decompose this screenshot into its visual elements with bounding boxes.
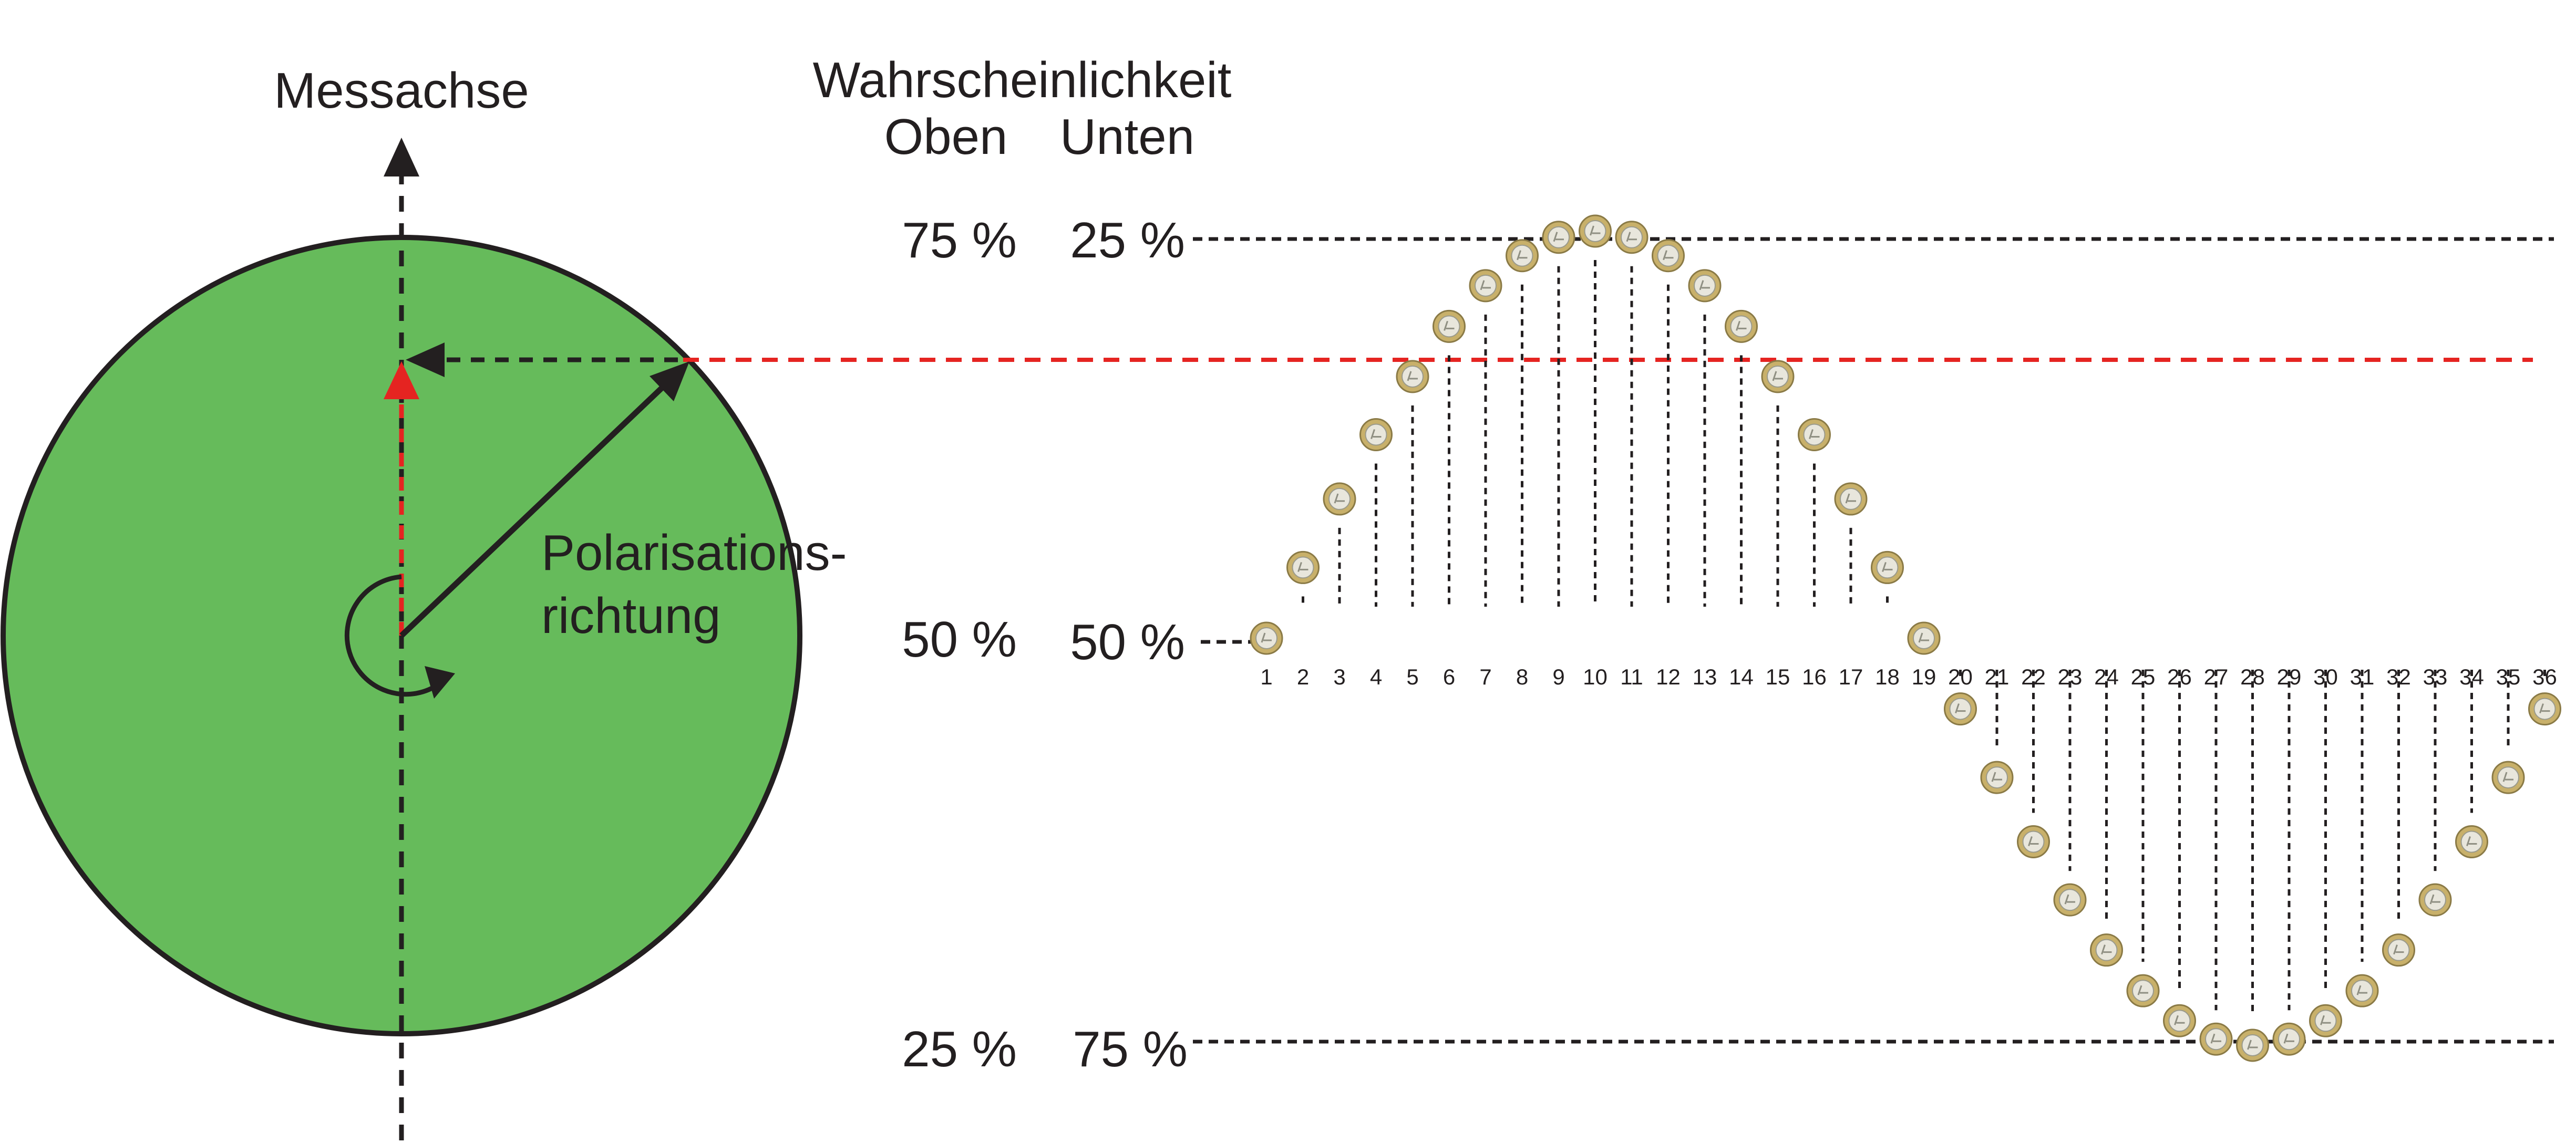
- x-tick-label: 18: [1875, 664, 1900, 689]
- x-tick-label: 28: [2240, 664, 2265, 689]
- x-tick-label: 3: [1333, 664, 1345, 689]
- euro-coin-icon: [2272, 1022, 2306, 1056]
- euro-coin-icon: [2236, 1028, 2269, 1062]
- x-tick-label: 30: [2313, 664, 2338, 689]
- x-tick-label: 4: [1370, 664, 1382, 689]
- euro-coin-icon: [1579, 214, 1612, 248]
- x-tick-label: 31: [2350, 664, 2375, 689]
- euro-coin-icon: [1652, 239, 1685, 273]
- projection-arrowhead: [384, 361, 419, 399]
- euro-coin-icon: [1396, 360, 1429, 393]
- x-tick-label: 19: [1912, 664, 1936, 689]
- euro-coin-icon: [1250, 621, 1283, 655]
- euro-coin-icon: [1542, 221, 1575, 254]
- x-tick-label: 1: [1260, 664, 1272, 689]
- euro-coin-icon: [1323, 482, 1356, 516]
- euro-coin-icon: [2309, 1004, 2342, 1037]
- level-75-upper: 75 %: [902, 212, 1017, 268]
- euro-coin-icon: [2126, 974, 2160, 1007]
- euro-coin-icon: [1506, 239, 1539, 273]
- x-tick-label: 13: [1693, 664, 1717, 689]
- measurement-axis-label: Messachse: [274, 63, 529, 119]
- x-tick-label: 34: [2459, 664, 2484, 689]
- coin-chart: 1 2 3 4 5 6 7 8 9 10 11 12 13 14 15 16 17 18 19 20 21 22 23 24 2…: [1250, 214, 2561, 1062]
- euro-coin-icon: [2163, 1004, 2196, 1037]
- x-tick-label: 8: [1516, 664, 1528, 689]
- euro-coin-icon: [1907, 621, 1941, 655]
- euro-coin-icon: [2017, 825, 2050, 858]
- level-25-lower: 75 %: [1073, 1021, 1188, 1077]
- euro-coin-icon: [1359, 418, 1393, 451]
- euro-coin-icon: [2199, 1022, 2233, 1056]
- x-tick-label: 24: [2094, 664, 2119, 689]
- level-75-lower: 25 %: [1070, 212, 1185, 268]
- x-tick-label: 26: [2167, 664, 2192, 689]
- euro-coin-icon: [2090, 933, 2123, 967]
- level-50-lower: 50 %: [1070, 614, 1185, 670]
- x-tick-label: 22: [2021, 664, 2046, 689]
- projection-horizontal-arrowhead: [406, 342, 445, 377]
- x-tick-label: 12: [1656, 664, 1681, 689]
- euro-coin-icon: [1834, 482, 1868, 516]
- euro-coin-icon: [1980, 761, 2014, 794]
- rotation-arrow-icon: [344, 574, 455, 699]
- euro-coin-icon: [2528, 692, 2561, 726]
- euro-coin-icon: [2418, 883, 2452, 917]
- x-tick-label: 36: [2532, 664, 2557, 689]
- x-tick-label: 9: [1552, 664, 1564, 689]
- euro-coin-icon: [1469, 269, 1502, 303]
- euro-coin-icon: [2491, 761, 2525, 794]
- x-tick-label: 10: [1583, 664, 1608, 689]
- x-tick-label: 33: [2423, 664, 2448, 689]
- polarization-label-line2: richtung: [541, 588, 721, 644]
- x-tick-label: 35: [2496, 664, 2521, 689]
- x-tick-label: 23: [2058, 664, 2083, 689]
- x-tick-label: 16: [1802, 664, 1827, 689]
- x-tick-label: 14: [1729, 664, 1754, 689]
- x-tick-label: 7: [1479, 664, 1491, 689]
- x-tick-label: 20: [1948, 664, 1973, 689]
- x-tick-label: 11: [1620, 664, 1643, 689]
- x-tick-label: 2: [1297, 664, 1309, 689]
- euro-coin-icon: [1944, 692, 1977, 726]
- measurement-axis-arrowhead: [384, 138, 419, 176]
- euro-coin-icon: [1286, 550, 1320, 584]
- polarization-vector: [399, 386, 664, 638]
- x-tick-label: 29: [2277, 664, 2302, 689]
- euro-coin-icon: [1433, 309, 1466, 343]
- x-tick-label: 5: [1406, 664, 1418, 689]
- column-upper-label: Oben: [884, 109, 1008, 165]
- euro-coin-icon: [1688, 269, 1722, 303]
- euro-coin-icon: [2382, 933, 2415, 967]
- euro-coin-icon: [2053, 883, 2087, 917]
- level-25-upper: 25 %: [902, 1021, 1017, 1077]
- x-tick-label: 15: [1766, 664, 1790, 689]
- x-tick-label: 6: [1443, 664, 1455, 689]
- x-tick-label: 27: [2204, 664, 2229, 689]
- x-tick-label: 21: [1985, 664, 2010, 689]
- probability-title: Wahrscheinlichkeit: [813, 52, 1232, 108]
- euro-coin-icon: [1798, 418, 1831, 451]
- polarization-vector-arrowhead: [650, 361, 689, 401]
- euro-coin-icon: [1871, 550, 1904, 584]
- x-tick-label: 32: [2386, 664, 2411, 689]
- level-50-upper: 50 %: [902, 611, 1017, 668]
- euro-coin-icon: [2455, 825, 2488, 858]
- euro-coin-icon: [1761, 360, 1795, 393]
- column-lower-label: Unten: [1060, 109, 1194, 165]
- euro-coin-icon: [2345, 974, 2379, 1007]
- x-tick-label: 17: [1839, 664, 1863, 689]
- x-tick-label: 25: [2131, 664, 2156, 689]
- euro-coin-icon: [1615, 221, 1648, 254]
- euro-coin-icon: [1725, 309, 1758, 343]
- polarization-label-line1: Polarisations-: [541, 525, 847, 581]
